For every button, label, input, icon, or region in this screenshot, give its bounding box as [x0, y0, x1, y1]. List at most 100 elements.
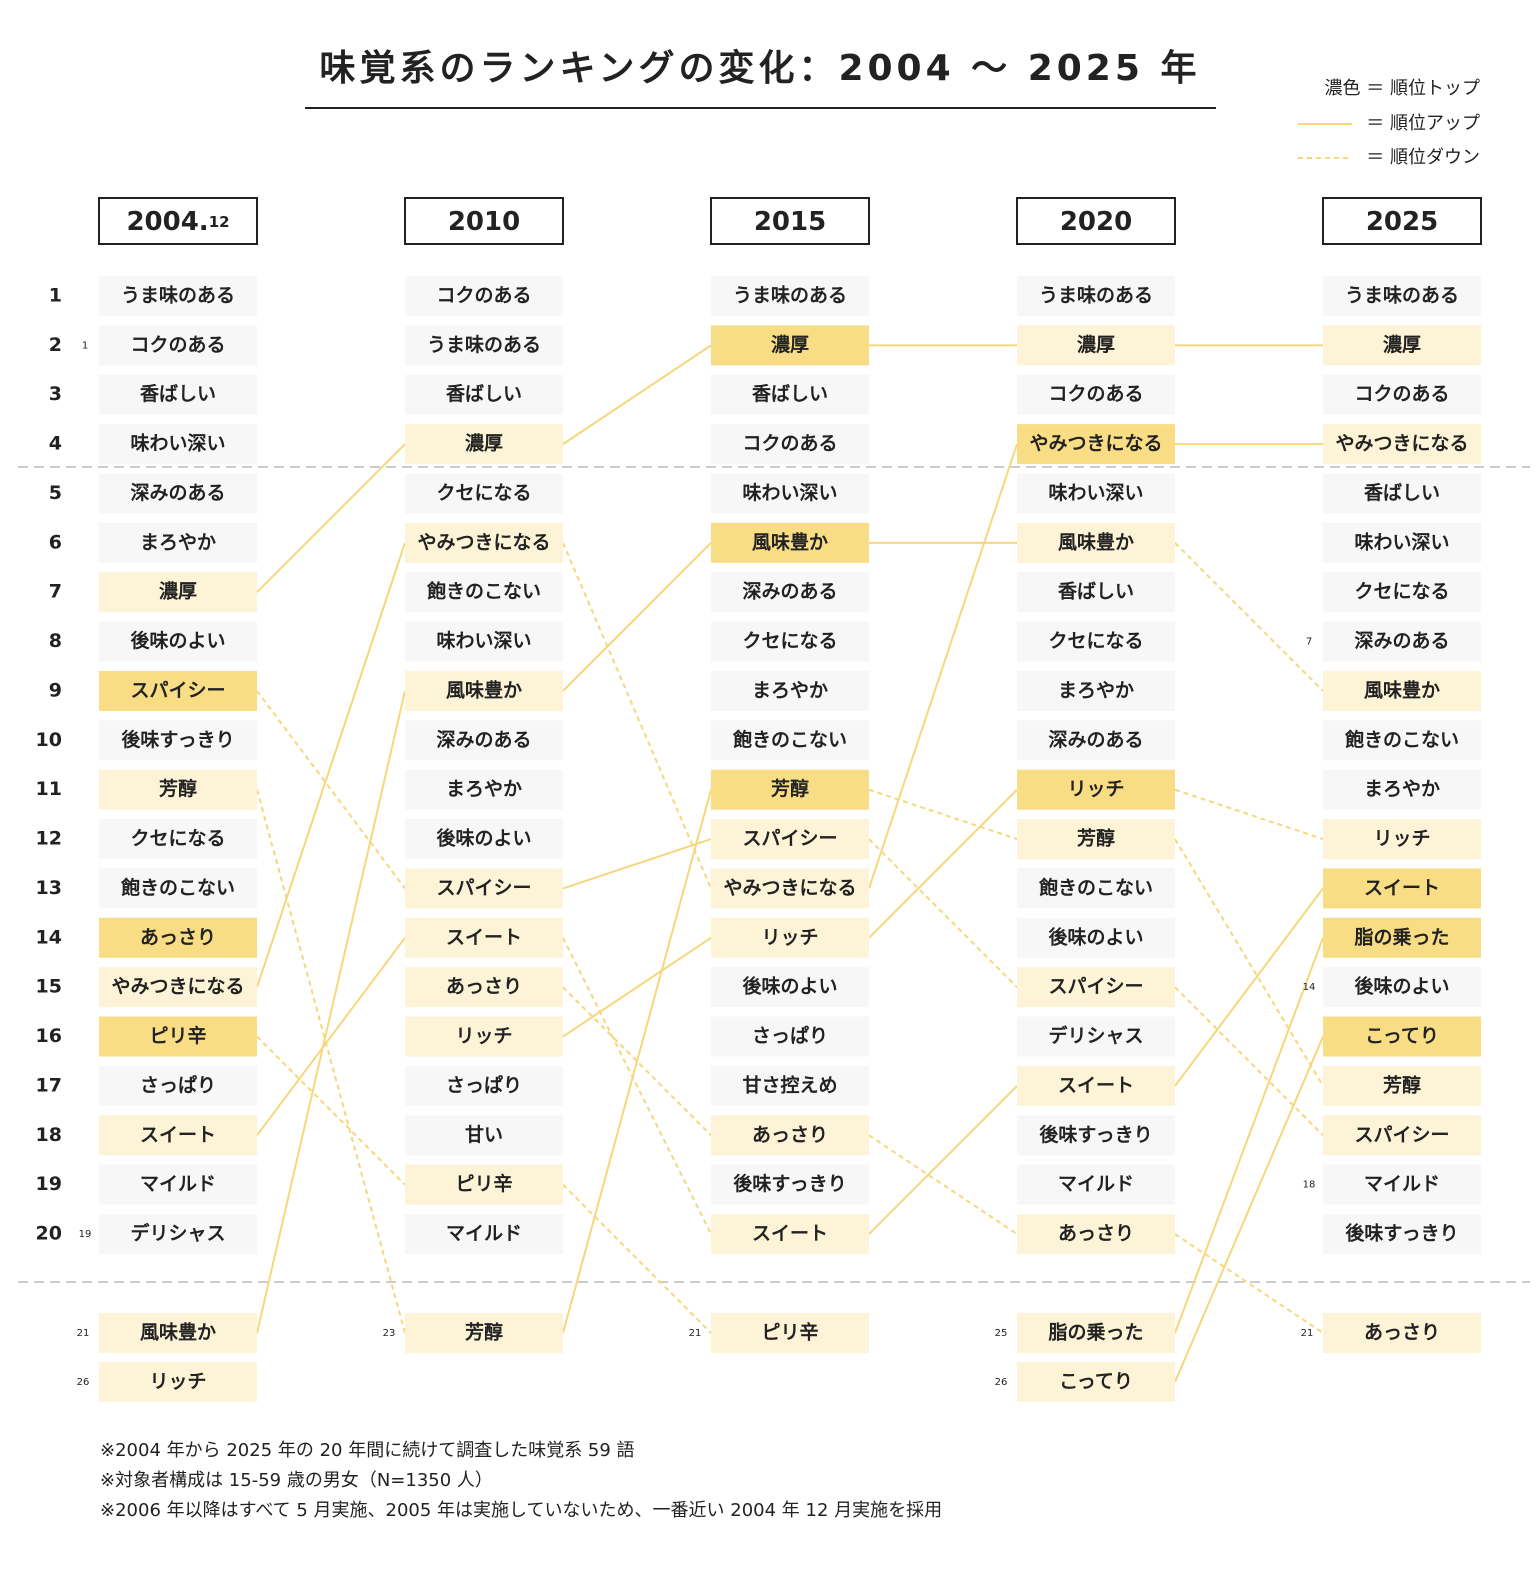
note: ※2004 年から 2025 年の 20 年間に続けて調査した味覚系 59 語 [100, 1440, 635, 1461]
links [256, 344, 1324, 1383]
item-box [711, 572, 869, 613]
item-label: 飽きのこない [120, 876, 235, 899]
item-label: 後味すっきり [733, 1172, 846, 1195]
item-label: 深みのある [1048, 728, 1143, 751]
tie-rank: 1 [82, 340, 88, 351]
item-label: 甘さ控えめ [742, 1073, 837, 1096]
rank-number: 9 [49, 679, 62, 701]
extra-rank: 21 [77, 1328, 90, 1339]
item-label: デリシャス [1048, 1024, 1143, 1047]
item-label: 飽きのこない [1344, 728, 1459, 751]
item-box [99, 720, 257, 761]
extra-rank: 26 [77, 1377, 90, 1388]
item-box [405, 325, 563, 366]
item-label: スパイシー [742, 828, 837, 850]
link-down [1174, 788, 1324, 841]
tie-rank: 18 [1303, 1180, 1316, 1191]
item-box [405, 1016, 563, 1057]
item-label: さっぱり [140, 1073, 216, 1096]
item-box [1323, 1115, 1481, 1156]
rank-number: 15 [36, 976, 62, 998]
item-label: やみつきになる [723, 877, 856, 899]
link-up [256, 443, 406, 593]
item-box [1017, 1016, 1175, 1057]
year-header: 2020 [1060, 207, 1132, 237]
link-up [256, 937, 406, 1136]
item-label: 飽きのこない [426, 580, 541, 603]
item-box [1323, 572, 1481, 613]
legend-down: ＝ 順位ダウン [1366, 147, 1480, 168]
item-box [711, 967, 869, 1008]
item-box [1017, 572, 1175, 613]
item-label: まろやか [752, 679, 828, 701]
item-box [1323, 868, 1481, 909]
item-label: うま味のある [733, 285, 847, 307]
extra-rank: 21 [689, 1328, 702, 1339]
item-box [99, 522, 257, 563]
link-up [256, 542, 406, 988]
item-label: クセになる [1354, 581, 1449, 603]
item-label: 飽きのこない [732, 728, 847, 751]
item-box [99, 769, 257, 810]
item-label: 香ばしい [1363, 482, 1440, 504]
item-label: スイート [140, 1124, 216, 1146]
rank-number: 17 [36, 1074, 62, 1096]
item-box [1017, 670, 1175, 711]
link-up [868, 1085, 1018, 1235]
extra-rank: 21 [1301, 1328, 1314, 1339]
item-label: 風味豊か [140, 1321, 216, 1344]
year: 2010 [448, 207, 520, 237]
rank-number: 5 [49, 482, 62, 504]
item-box [711, 1164, 869, 1205]
item-box [405, 1164, 563, 1205]
year-box [98, 197, 258, 245]
item-label: 香ばしい [751, 383, 828, 405]
item-label: スイート [1058, 1074, 1134, 1096]
item-box [711, 374, 869, 415]
item-box [1017, 868, 1175, 909]
item-box [1323, 1065, 1481, 1106]
legend-up: ＝ 順位アップ [1366, 113, 1480, 134]
item-box [711, 522, 869, 563]
item-box [99, 967, 257, 1008]
item-box [99, 917, 257, 958]
item-box [1017, 325, 1175, 366]
rank-number: 16 [36, 1025, 62, 1047]
item-box [99, 670, 257, 711]
link-down [562, 986, 712, 1136]
item-label: やみつきになる [1029, 433, 1162, 455]
link-up [562, 936, 712, 1038]
tie-rank: 7 [1306, 637, 1312, 648]
item-box [1323, 917, 1481, 958]
item-box [99, 1115, 257, 1156]
item-box [1017, 424, 1175, 465]
title: 味覚系のランキングの変化：2004 ～ 2025 年 [320, 47, 1201, 89]
rank-number: 19 [36, 1173, 62, 1195]
rank-number: 14 [36, 926, 62, 948]
item-box [99, 1362, 257, 1402]
item-label: スパイシー [1354, 1124, 1449, 1146]
item-box [405, 720, 563, 761]
item-box [1323, 967, 1481, 1008]
item-box [711, 325, 869, 366]
item-label: クセになる [742, 630, 837, 652]
link-down [1174, 542, 1324, 692]
item-box [1323, 769, 1481, 810]
item-box [1323, 1313, 1481, 1353]
item-box [405, 819, 563, 860]
item-label: やみつきになる [111, 976, 244, 998]
item-label: スパイシー [1048, 976, 1143, 998]
item-box [711, 769, 869, 810]
item-box [405, 868, 563, 909]
item-label: クセになる [436, 482, 531, 504]
item-label: あっさり [1364, 1322, 1440, 1344]
item-box [99, 424, 257, 465]
link-up [1174, 1036, 1324, 1383]
year: 2004. [126, 207, 208, 237]
item-box [405, 917, 563, 958]
item-label: 風味豊か [1364, 678, 1440, 701]
item-label: こってり [1365, 1025, 1439, 1047]
rank-number: 1 [49, 285, 62, 307]
link-up [868, 788, 1018, 939]
